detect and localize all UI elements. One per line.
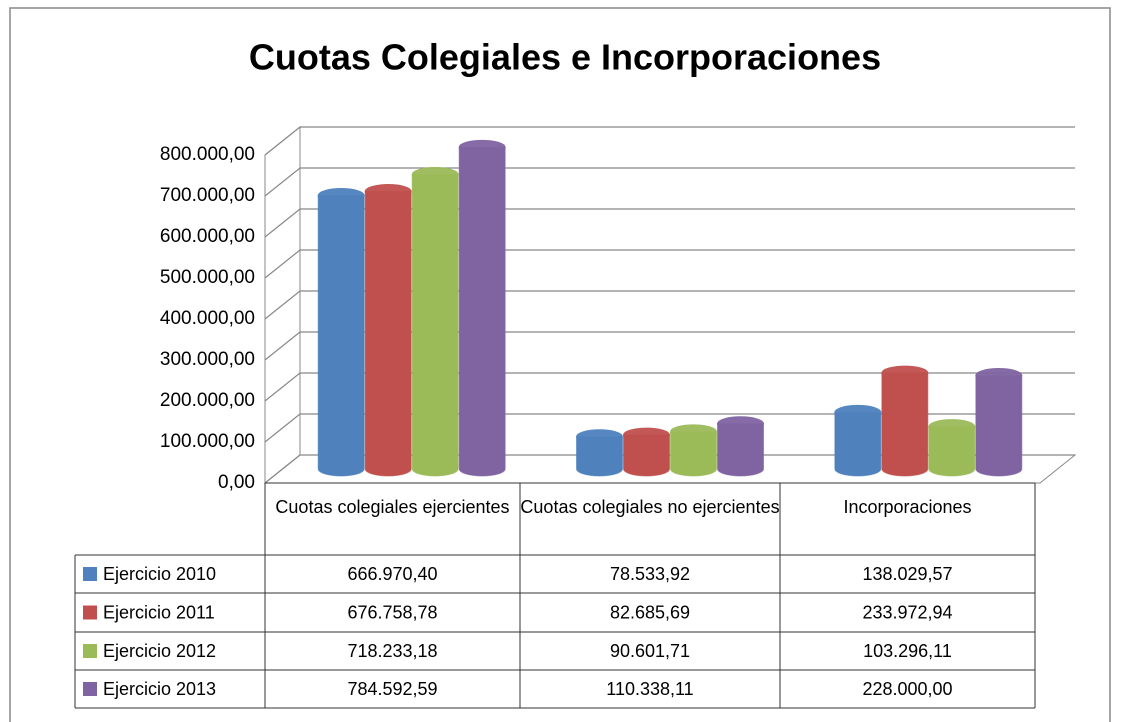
bar-top	[928, 419, 976, 435]
grid-line	[264, 249, 1075, 279]
x-tick-label: Cuotas colegiales ejercientes	[275, 497, 510, 517]
legend-swatch	[83, 605, 97, 620]
category-cell: Incorporaciones	[843, 497, 972, 517]
bar-top	[458, 139, 506, 155]
y-tick-label: 200.000,00	[160, 390, 255, 411]
bar-top	[881, 365, 929, 381]
bar	[717, 423, 764, 477]
data-label: 110.338,11	[606, 679, 693, 699]
chart-title: Cuotas Colegiales e Incorporaciones	[249, 37, 881, 78]
bar-top	[623, 427, 670, 443]
legend-swatch	[83, 644, 97, 658]
y-tick-label: 0,00	[218, 472, 255, 493]
bar-top	[975, 368, 1023, 384]
x-tick-label: Cuotas colegiales no ejercientes	[520, 497, 780, 517]
legend-swatch	[83, 567, 97, 581]
data-label: 103.296,11	[863, 641, 952, 661]
grid-line	[264, 208, 1075, 238]
y-tick-label: 600.000,00	[160, 226, 255, 247]
bar-top	[411, 167, 459, 183]
bar	[458, 146, 506, 477]
data-label: 82.685,69	[610, 602, 690, 622]
bar-top	[364, 184, 412, 200]
y-tick-label: 800.000,00	[160, 144, 255, 165]
grid-line	[264, 372, 1075, 402]
legend-label: Ejercicio 2011	[103, 602, 215, 622]
legend-label: Ejercicio 2012	[103, 641, 216, 661]
y-tick-label: 100.000,00	[160, 431, 255, 452]
bar-top	[317, 188, 365, 204]
data-label: 233.972,94	[862, 602, 952, 622]
bar-top	[576, 429, 623, 445]
data-label: 666.970,40	[347, 564, 437, 584]
x-tick-label: Incorporaciones	[843, 497, 972, 517]
grid-line	[264, 454, 1075, 484]
bar	[317, 195, 365, 477]
bar	[834, 411, 882, 477]
y-tick-label: 300.000,00	[160, 349, 255, 370]
bar	[881, 372, 929, 477]
y-tick-label: 700.000,00	[160, 185, 255, 206]
data-label: 228.000,00	[862, 679, 952, 699]
bar	[975, 375, 1023, 477]
bar-top	[670, 424, 717, 440]
y-tick-label: 400.000,00	[160, 308, 255, 329]
grid-line	[264, 331, 1075, 361]
bar	[364, 191, 412, 477]
data-label: 676.758,78	[347, 602, 437, 622]
bar	[928, 426, 976, 477]
bar	[576, 436, 623, 477]
data-label: 78.533,92	[610, 564, 690, 584]
legend-label: Ejercicio 2013	[103, 679, 216, 699]
legend-swatch	[83, 682, 97, 696]
grid-line	[264, 167, 1075, 197]
bar-top	[834, 404, 882, 420]
data-label: 138.029,57	[862, 564, 952, 584]
bar-top	[717, 416, 764, 432]
data-label: 718.233,18	[347, 641, 437, 661]
bar	[670, 431, 717, 477]
legend-label: Ejercicio 2010	[103, 564, 216, 584]
category-cell: Cuotas colegiales ejercientes	[275, 497, 510, 517]
grid-line	[264, 126, 1075, 156]
y-tick-label: 500.000,00	[160, 267, 255, 288]
grid-line	[264, 290, 1075, 320]
grid-line	[264, 413, 1075, 443]
bar	[411, 174, 459, 477]
category-cell: Cuotas colegiales no ejercientes	[520, 497, 780, 517]
data-label: 90.601,71	[610, 641, 690, 661]
bar	[623, 434, 670, 477]
data-label: 784.592,59	[347, 679, 437, 699]
